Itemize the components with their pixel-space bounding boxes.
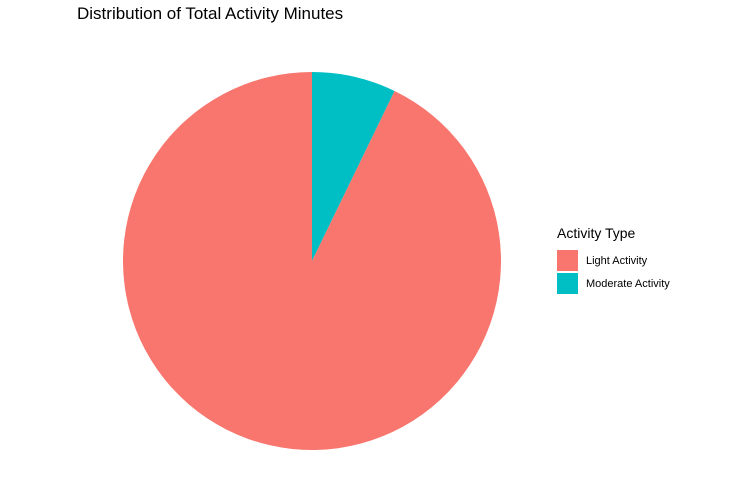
legend-item: Light Activity xyxy=(557,249,670,272)
legend-items: Light Activity Moderate Activity xyxy=(557,249,670,295)
legend-key xyxy=(557,273,578,294)
chart-title: Distribution of Total Activity Minutes xyxy=(77,4,344,23)
pie-slice-light-activity xyxy=(122,72,501,450)
legend-key xyxy=(557,250,578,271)
legend-item: Moderate Activity xyxy=(557,272,670,295)
pie-slice-moderate-activity xyxy=(312,72,395,261)
legend-label: Moderate Activity xyxy=(586,277,670,290)
legend-title: Activity Type xyxy=(557,225,636,241)
legend: Activity Type Light Activity Moderate Act… xyxy=(557,225,670,295)
legend-label: Light Activity xyxy=(586,254,648,267)
